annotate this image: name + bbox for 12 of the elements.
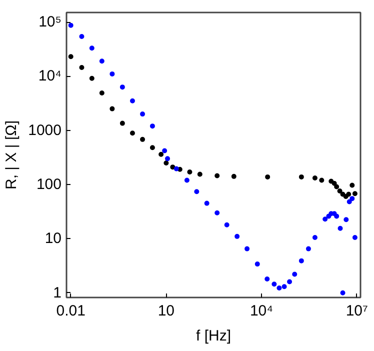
x-tick-label: 0.01 xyxy=(56,302,86,320)
x-axis-title: f [Hz] xyxy=(196,328,232,344)
y-tick-label: 100 xyxy=(36,176,62,194)
y-tick-label: 10⁴ xyxy=(38,68,62,85)
y-tick-label: 1000 xyxy=(28,122,62,139)
y-tick-label: 10⁵ xyxy=(38,14,62,31)
x-tick-label: 10⁷ xyxy=(346,302,368,320)
x-tick-label: 10 xyxy=(158,302,175,320)
y-tick-label: 10 xyxy=(44,230,62,248)
y-tick-label: 1 xyxy=(53,284,62,302)
x-tick-label: 10⁴ xyxy=(250,302,274,320)
y-axis-title: R, | X | [Ω] xyxy=(3,120,20,190)
